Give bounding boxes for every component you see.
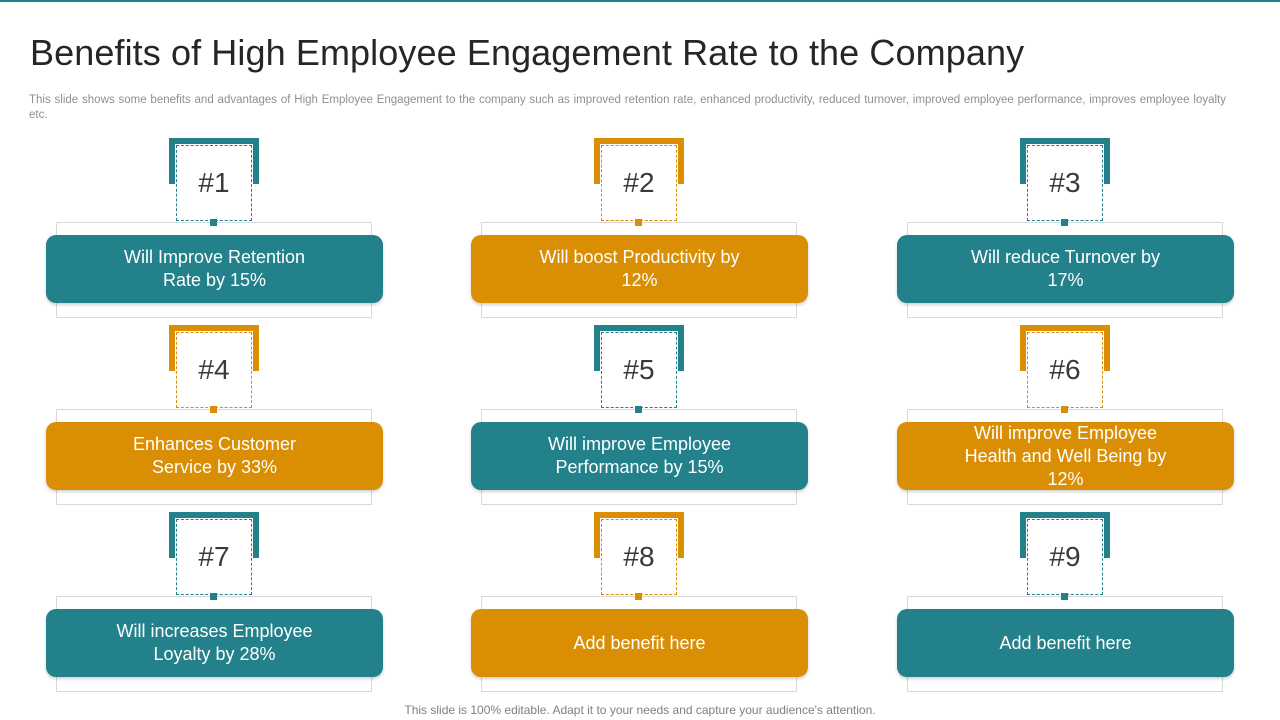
benefit-card-7: #7 Will increases Employee Loyalty by 28… — [46, 512, 386, 695]
number-bracket — [1020, 325, 1110, 371]
benefit-number: #4 — [198, 354, 230, 385]
number-box: #3 — [1027, 145, 1103, 221]
number-box: #6 — [1027, 332, 1103, 408]
page-subtitle: This slide shows some benefits and advan… — [29, 94, 1226, 121]
benefit-text: Will reduce Turnover by 17% — [897, 235, 1234, 303]
connector-dot — [210, 406, 217, 413]
benefit-text: Enhances Customer Service by 33% — [46, 422, 383, 490]
footer-note: This slide is 100% editable. Adapt it to… — [404, 703, 876, 717]
number-bracket — [169, 138, 259, 184]
top-accent-line — [0, 0, 1280, 2]
number-box: #7 — [176, 519, 252, 595]
benefit-card-5: #5 Will improve Employee Performance by … — [471, 325, 811, 508]
connector-dot — [1061, 406, 1068, 413]
benefit-card-2: #2 Will boost Productivity by 12% — [471, 138, 811, 321]
page-title: Benefits of High Employee Engagement Rat… — [30, 32, 1025, 73]
benefit-text: Will improve Employee Performance by 15% — [471, 422, 808, 490]
number-bracket — [594, 325, 684, 371]
benefit-number: #7 — [198, 541, 230, 572]
benefit-number: #8 — [623, 541, 655, 572]
benefit-text: Will improve Employee Health and Well Be… — [897, 422, 1234, 490]
benefit-card-6: #6 Will improve Employee Health and Well… — [897, 325, 1237, 508]
benefit-text: Add benefit here — [897, 609, 1234, 677]
connector-dot — [210, 219, 217, 226]
benefit-number: #6 — [1049, 354, 1081, 385]
benefit-number: #3 — [1049, 167, 1081, 198]
connector-dot — [1061, 593, 1068, 600]
connector-dot — [635, 406, 642, 413]
benefit-number: #5 — [623, 354, 655, 385]
number-bracket — [594, 138, 684, 184]
number-box: #2 — [601, 145, 677, 221]
number-bracket — [1020, 512, 1110, 558]
number-bracket — [169, 325, 259, 371]
benefit-card-8: #8 Add benefit here — [471, 512, 811, 695]
number-box: #5 — [601, 332, 677, 408]
connector-dot — [635, 219, 642, 226]
connector-dot — [1061, 219, 1068, 226]
benefit-number: #2 — [623, 167, 655, 198]
number-bracket — [594, 512, 684, 558]
benefit-text: Will Improve Retention Rate by 15% — [46, 235, 383, 303]
connector-dot — [635, 593, 642, 600]
number-box: #9 — [1027, 519, 1103, 595]
benefit-card-4: #4 Enhances Customer Service by 33% — [46, 325, 386, 508]
benefit-card-9: #9 Add benefit here — [897, 512, 1237, 695]
number-bracket — [1020, 138, 1110, 184]
benefit-text: Will increases Employee Loyalty by 28% — [46, 609, 383, 677]
benefit-card-1: #1 Will Improve Retention Rate by 15% — [46, 138, 386, 321]
number-box: #8 — [601, 519, 677, 595]
benefit-card-3: #3 Will reduce Turnover by 17% — [897, 138, 1237, 321]
benefit-number: #1 — [198, 167, 230, 198]
number-bracket — [169, 512, 259, 558]
benefit-number: #9 — [1049, 541, 1081, 572]
number-box: #4 — [176, 332, 252, 408]
benefit-text: Add benefit here — [471, 609, 808, 677]
connector-dot — [210, 593, 217, 600]
number-box: #1 — [176, 145, 252, 221]
benefit-text: Will boost Productivity by 12% — [471, 235, 808, 303]
